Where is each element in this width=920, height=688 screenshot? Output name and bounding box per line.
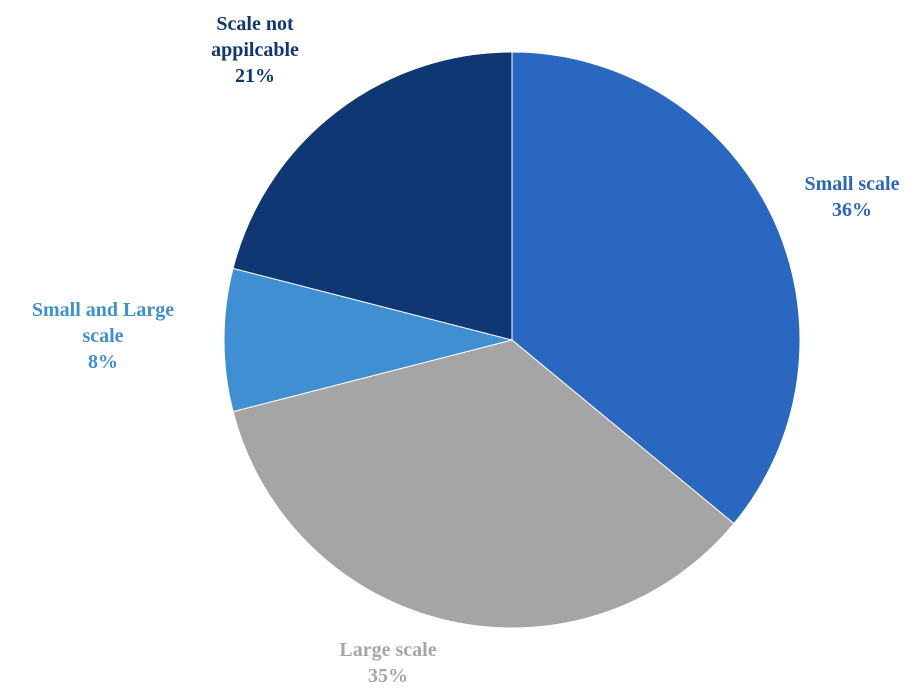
slice-value-label: 21% (235, 65, 275, 87)
pie-slice-small-and-large-scale (223, 267, 513, 413)
pie-slices (223, 51, 801, 629)
pie-slice-large-scale (232, 339, 735, 629)
slice-label-large-scale: Large scale 35% (339, 639, 436, 687)
slice-value-label: 8% (88, 351, 118, 373)
slice-value-label: 35% (368, 665, 408, 687)
slice-label-small-scale: Small scale 36% (805, 173, 900, 221)
pie-slice-small-scale (511, 51, 801, 525)
slice-label-scale-not-appilcable: Scale not appilcable 21% (211, 13, 299, 87)
slice-category-label: appilcable (211, 39, 299, 61)
slice-category-label: Scale not (216, 13, 294, 35)
slice-value-label: 36% (832, 199, 872, 221)
pie-slice-scale-not-appilcable (232, 51, 513, 341)
slice-labels: Small scale 36% Large scale 35% Small and La… (32, 13, 900, 687)
slice-category-label: Large scale (339, 639, 436, 661)
slice-category-label: Small scale (805, 173, 900, 195)
slice-label-small-and-large-scale: Small and Large scale 8% (32, 299, 174, 373)
slice-category-label: Small and Large (32, 299, 174, 321)
slice-category-label: scale (82, 325, 123, 347)
